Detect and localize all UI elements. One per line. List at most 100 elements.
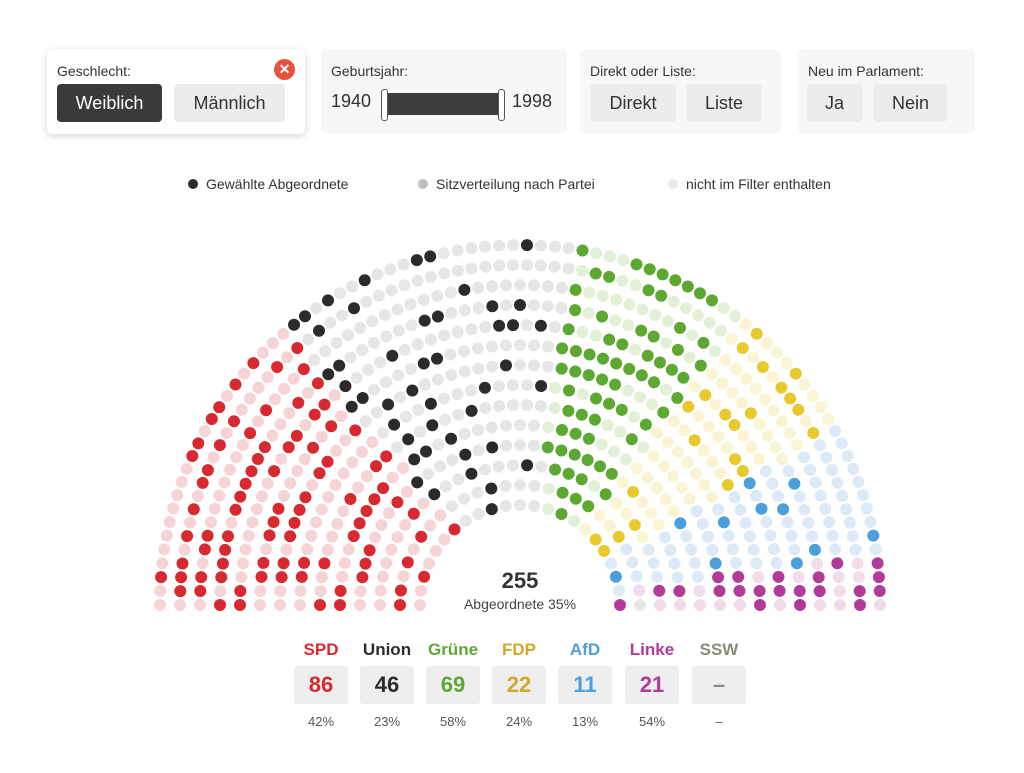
seat-spd-selected xyxy=(196,476,209,489)
seat-spd xyxy=(301,386,314,399)
seat-spd xyxy=(315,571,328,584)
seat-fdp xyxy=(822,413,835,425)
party-percent-afd: 13% xyxy=(571,714,599,729)
seat-grne xyxy=(703,316,716,329)
seat-afd xyxy=(651,570,664,583)
seat-union xyxy=(528,500,541,512)
close-circle-icon[interactable]: ✕ xyxy=(274,59,295,80)
mandate-direct-button[interactable]: Direkt xyxy=(590,84,676,122)
new-member-no-button[interactable]: Nein xyxy=(874,84,947,122)
seat-grne-selected xyxy=(694,359,707,372)
seat-union-selected xyxy=(313,324,325,337)
mandate-list-button[interactable]: Liste xyxy=(686,84,762,122)
gender-female-button[interactable]: Weiblich xyxy=(57,84,162,122)
seat-spd-selected xyxy=(313,467,326,480)
seat-grne xyxy=(582,307,595,319)
seat-afd xyxy=(759,465,772,478)
seat-afd-selected xyxy=(755,502,768,515)
seat-grne-selected xyxy=(555,444,568,457)
seat-spd xyxy=(156,557,169,570)
seat-grne xyxy=(621,384,634,397)
seat-grne-selected xyxy=(671,392,684,404)
seat-fdp xyxy=(647,450,660,463)
seat-afd xyxy=(782,465,795,478)
party-card-union: Union 46 23% xyxy=(360,638,414,729)
seat-fdp xyxy=(740,318,752,331)
seat-spd xyxy=(160,529,173,542)
birth-year-range-track[interactable] xyxy=(383,93,501,115)
seat-spd xyxy=(167,502,180,515)
party-value-linke: 21 xyxy=(625,666,679,704)
seat-afd xyxy=(605,557,617,570)
seat-grne-selected xyxy=(549,463,562,476)
seat-afd xyxy=(726,543,739,556)
seat-union xyxy=(472,444,485,457)
birth-year-max-value: 1998 xyxy=(512,91,553,111)
seat-linke xyxy=(654,599,666,611)
seat-fdp xyxy=(688,380,701,393)
seat-afd xyxy=(809,476,822,489)
seat-spd xyxy=(256,490,268,503)
seat-union-selected xyxy=(534,319,547,332)
seat-grne-selected xyxy=(563,384,575,397)
seat-spd-selected xyxy=(213,401,226,414)
birth-year-min-value: 1940 xyxy=(331,91,372,111)
seat-fdp xyxy=(814,401,827,414)
seat-fdp xyxy=(675,481,688,494)
seat-union xyxy=(521,379,534,392)
party-name-union: Union xyxy=(362,640,412,659)
seat-grne-selected xyxy=(605,467,618,480)
seat-union xyxy=(359,415,372,428)
seat-union xyxy=(372,289,385,302)
seat-grne-selected xyxy=(569,304,582,317)
seat-union xyxy=(451,244,464,257)
seat-grne-selected xyxy=(569,492,582,505)
seat-spd-selected xyxy=(271,361,284,373)
seat-spd-selected xyxy=(314,599,326,611)
seat-union xyxy=(380,376,392,389)
seat-fdp xyxy=(800,415,812,428)
seat-union xyxy=(319,345,332,358)
seat-grne-selected xyxy=(555,362,568,375)
seat-grne-selected xyxy=(562,467,575,480)
seat-fdp xyxy=(657,460,670,473)
seat-union xyxy=(324,316,337,329)
seat-spd xyxy=(250,503,263,516)
seat-union xyxy=(465,262,478,275)
seat-afd xyxy=(835,437,848,450)
seat-union xyxy=(527,439,540,452)
legend-label-party: Sitzverteilung nach Partei xyxy=(436,176,595,192)
seat-linke-selected xyxy=(754,599,766,611)
birth-year-max-handle[interactable] xyxy=(498,89,505,121)
seat-spd xyxy=(417,497,430,510)
party-card-afd: AfD 11 13% xyxy=(558,638,612,729)
seat-spd-selected xyxy=(297,363,310,376)
seat-spd xyxy=(360,470,373,483)
seat-fdp xyxy=(659,493,672,506)
seat-spd xyxy=(268,393,281,406)
seat-union-selected xyxy=(485,482,498,495)
seat-afd xyxy=(826,529,839,542)
seat-union xyxy=(438,392,450,405)
new-member-yes-button[interactable]: Ja xyxy=(807,84,862,122)
seat-afd xyxy=(849,543,862,556)
seat-spd xyxy=(305,529,318,542)
seat-spd xyxy=(397,462,410,475)
seat-union xyxy=(392,369,405,382)
seat-fdp xyxy=(746,351,759,364)
seat-afd xyxy=(728,491,741,504)
seat-grne-selected xyxy=(603,270,616,283)
birth-year-min-handle[interactable] xyxy=(381,89,388,121)
seat-fdp xyxy=(706,455,719,468)
seat-union-selected xyxy=(299,310,311,323)
seat-grne xyxy=(610,293,623,306)
seat-grne-selected xyxy=(642,284,655,297)
seat-union-selected xyxy=(535,380,548,392)
seat-union xyxy=(424,333,437,346)
gender-male-button[interactable]: Männlich xyxy=(174,84,285,122)
seat-grne xyxy=(622,319,635,332)
seat-union xyxy=(385,284,398,297)
seat-afd xyxy=(722,529,735,542)
seat-union-selected xyxy=(514,299,526,311)
seat-union xyxy=(527,299,540,312)
